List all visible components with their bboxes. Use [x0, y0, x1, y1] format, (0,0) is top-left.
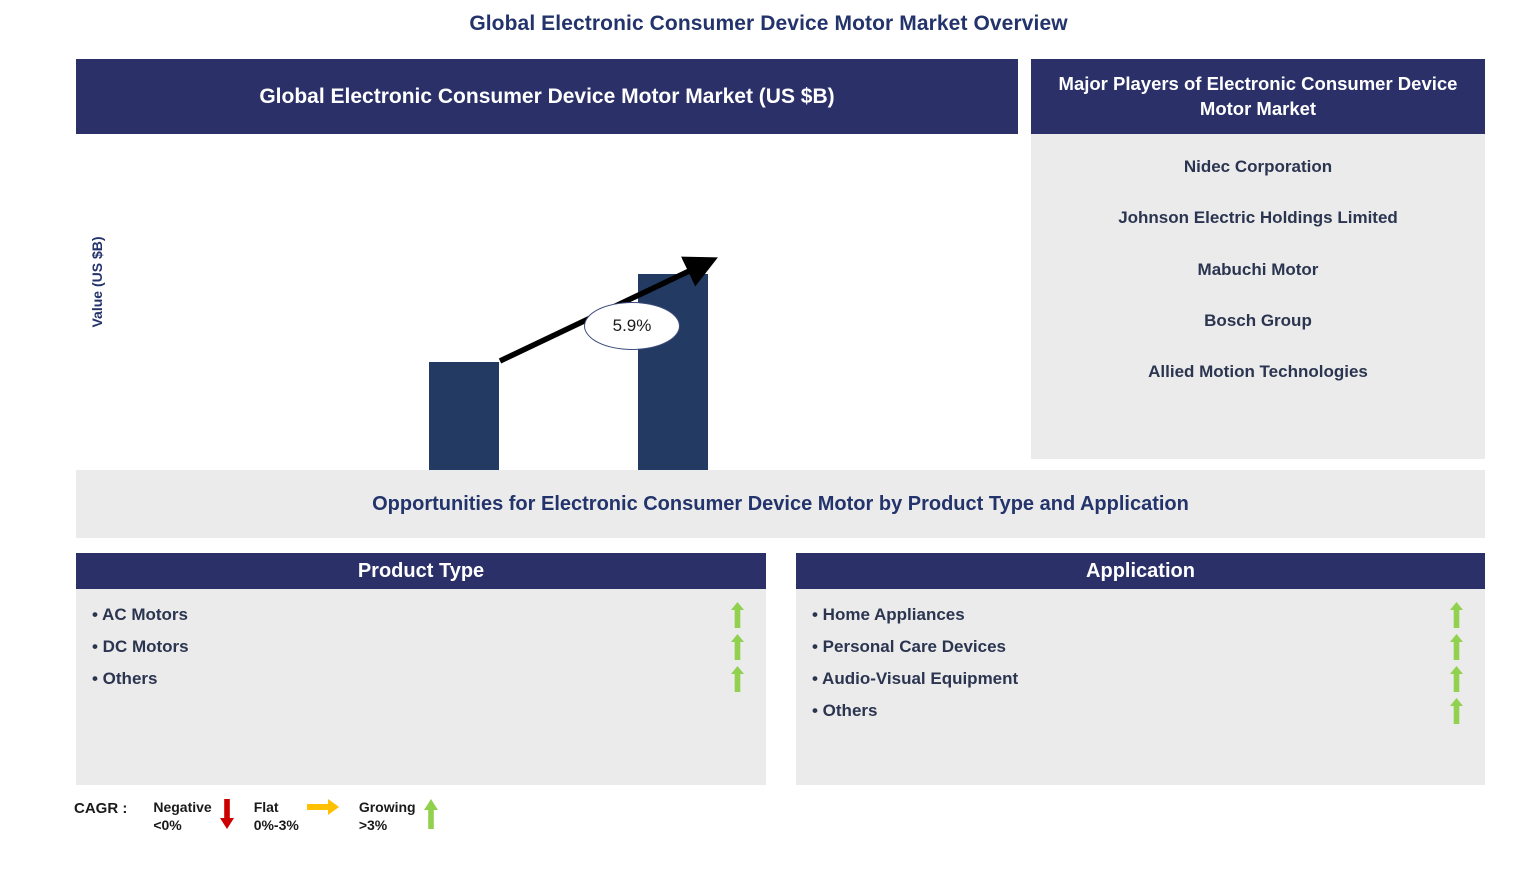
- legend-item-flat-name: Flat: [253, 799, 279, 815]
- legend-item-flat-text: Flat 0%-3%: [254, 795, 299, 834]
- list-item: Bosch Group: [1204, 310, 1312, 330]
- legend-item-growing: Growing >3%: [359, 795, 448, 834]
- application-panel-header: Application: [796, 553, 1485, 589]
- legend-item-growing-text: Growing >3%: [359, 795, 416, 834]
- product-type-list: • AC Motors • DC Motors • Others: [76, 589, 766, 695]
- cagr-legend-title: CAGR :: [74, 800, 128, 817]
- legend-item-growing-range: >3%: [358, 817, 388, 834]
- legend-item-negative-name: Negative: [153, 799, 212, 815]
- arrow-up-icon: [1445, 634, 1467, 660]
- market-chart-panel: Global Electronic Consumer Device Motor …: [76, 59, 1018, 526]
- list-item: Johnson Electric Holdings Limited: [1118, 208, 1398, 228]
- arrow-up-icon: [1445, 602, 1467, 628]
- list-item-label: • AC Motors: [92, 605, 188, 624]
- arrow-right-icon: [306, 795, 339, 815]
- cagr-value: 5.9%: [612, 316, 652, 335]
- list-item: • Others: [796, 695, 1485, 727]
- page-title: Global Electronic Consumer Device Motor …: [469, 12, 1068, 35]
- list-item: • Home Appliances: [796, 599, 1485, 631]
- arrow-up-icon: [726, 602, 748, 628]
- arrow-up-icon: [726, 634, 748, 660]
- list-item-label: • Home Appliances: [812, 605, 965, 624]
- arrow-up-icon: [1445, 666, 1467, 692]
- major-players-panel-header: Major Players of Electronic Consumer Dev…: [1031, 59, 1485, 134]
- legend-item-flat: Flat 0%-3%: [254, 795, 349, 834]
- arrow-up-icon: [423, 795, 438, 829]
- legend-item-flat-range: 0%-3%: [253, 817, 299, 834]
- arrow-up-icon: [726, 666, 748, 692]
- list-item-label: • Audio-Visual Equipment: [812, 669, 1019, 688]
- list-item: Nidec Corporation: [1183, 157, 1333, 176]
- arrow-down-icon: [219, 795, 234, 829]
- list-item-label: • Personal Care Devices: [812, 637, 1007, 656]
- legend-item-growing-name: Growing: [358, 799, 416, 815]
- growth-arrow-icon: [498, 256, 718, 364]
- list-item: • AC Motors: [76, 599, 766, 631]
- arrow-up-icon: [1445, 698, 1467, 724]
- application-list: • Home Appliances • Personal Care Device…: [796, 589, 1485, 727]
- cagr-legend: CAGR : Negative <0% Flat 0%-3% Growing >…: [74, 795, 458, 845]
- list-item: • Audio-Visual Equipment: [796, 663, 1485, 695]
- list-item-label: • DC Motors: [92, 637, 189, 656]
- legend-item-negative-range: <0%: [153, 817, 182, 834]
- product-type-panel: Product Type • AC Motors • DC Motors • O…: [76, 553, 766, 785]
- cagr-callout: 5.9%: [584, 302, 680, 350]
- legend-item-negative: Negative <0%: [153, 795, 243, 834]
- market-chart-panel-header: Global Electronic Consumer Device Motor …: [76, 59, 1018, 134]
- opportunities-banner: Opportunities for Electronic Consumer De…: [76, 470, 1485, 538]
- major-players-list: Nidec Corporation Johnson Electric Holdi…: [1031, 134, 1485, 459]
- product-type-panel-header: Product Type: [76, 553, 766, 589]
- list-item: Mabuchi Motor: [1197, 259, 1319, 279]
- list-item-label: • Others: [92, 669, 158, 688]
- list-item: • DC Motors: [76, 631, 766, 663]
- major-players-panel: Major Players of Electronic Consumer Dev…: [1031, 59, 1485, 459]
- bar-chart: Value (US $B) 5.9% 2025 2031 Source : Lu…: [76, 134, 1018, 526]
- list-item: • Others: [76, 663, 766, 695]
- y-axis-label: Value (US $B): [89, 236, 105, 328]
- list-item: Allied Motion Technologies: [1148, 362, 1368, 381]
- list-item-label: • Others: [812, 701, 878, 720]
- legend-item-negative-text: Negative <0%: [153, 795, 211, 834]
- application-panel: Application • Home Appliances • Personal…: [796, 553, 1485, 785]
- list-item: • Personal Care Devices: [796, 631, 1485, 663]
